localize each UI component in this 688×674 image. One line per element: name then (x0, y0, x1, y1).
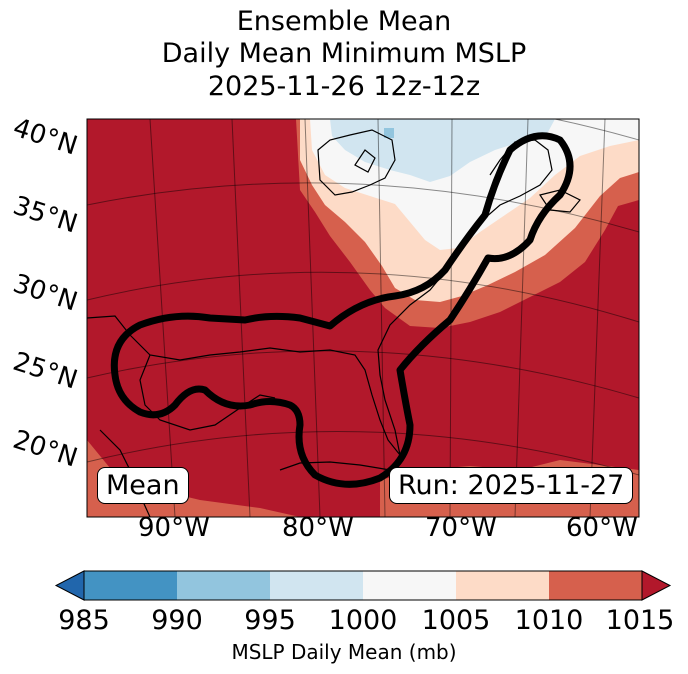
mean-label: Mean (97, 467, 189, 504)
title-line-1: Ensemble Mean (236, 6, 452, 37)
colorbar-segment-990-995 (177, 571, 270, 600)
colorbar (54, 570, 672, 601)
colorbar-tick-1010: 1010 (514, 605, 584, 636)
colorbar-tick-995: 995 (244, 605, 296, 636)
colorbar-extend-low (54, 570, 85, 601)
colorbar-tick-1000: 1000 (328, 605, 398, 636)
colorbar-tick-990: 990 (151, 605, 203, 636)
run-label: Run: 2025-11-27 (389, 467, 634, 504)
colorbar-segment-995-1000 (270, 571, 363, 600)
map-area (87, 119, 639, 517)
lon-label-90w: 90°W (138, 513, 210, 543)
pressure-field-990 (384, 128, 394, 138)
lon-label-70w: 70°W (425, 513, 497, 543)
colorbar-title: MSLP Daily Mean (mb) (231, 640, 457, 664)
colorbar-segment-1010-1015 (549, 571, 642, 600)
colorbar-tick-985: 985 (58, 605, 110, 636)
colorbar-segment-985-990 (84, 571, 177, 600)
title-line-3: 2025-11-26 12z-12z (207, 71, 481, 102)
colorbar-segment-1000-1005 (363, 571, 456, 600)
lon-label-60w: 60°W (566, 513, 638, 543)
lon-label-80w: 80°W (282, 513, 354, 543)
colorbar-extend-high (641, 570, 672, 601)
map-frame (86, 118, 640, 518)
title-line-2: Daily Mean Minimum MSLP (161, 38, 527, 69)
mslp-contour (110, 132, 574, 488)
colorbar-tick-1005: 1005 (421, 605, 491, 636)
colorbar-tick-1015: 1015 (605, 605, 675, 636)
colorbar-segment-1005-1010 (456, 571, 549, 600)
